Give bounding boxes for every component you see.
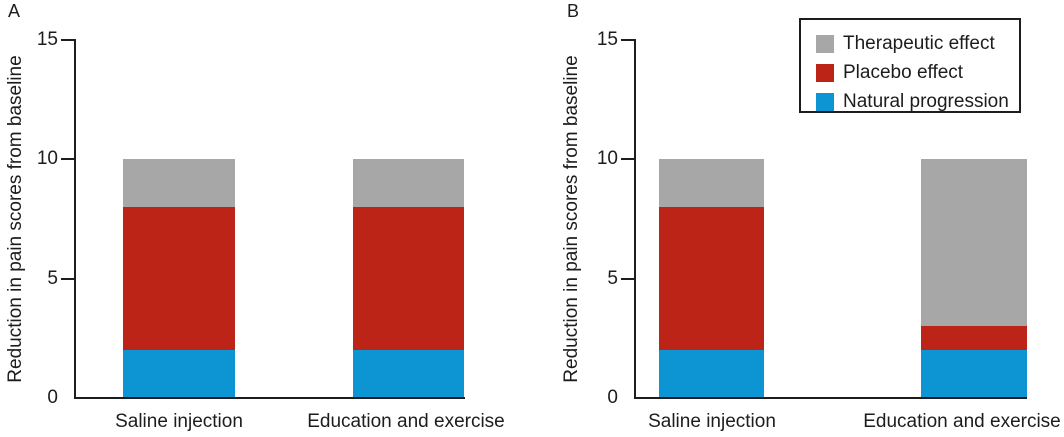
bar-segment-b-1-placebo-effect bbox=[921, 326, 1027, 351]
bar-segment-a-1-therapeutic-effect bbox=[353, 159, 464, 208]
bar-segment-a-1-natural-progression bbox=[353, 350, 464, 398]
y-tick-label-a-0: 0 bbox=[47, 387, 58, 408]
x-category-label-b-0: Saline injection bbox=[648, 411, 776, 432]
panel-label-a: A bbox=[8, 1, 21, 21]
bar-segment-b-0-natural-progression bbox=[659, 350, 764, 398]
legend-row-2: Natural progression bbox=[816, 87, 1019, 116]
legend-row-1: Placebo effect bbox=[816, 58, 1019, 87]
y-tick-b-10 bbox=[621, 158, 634, 161]
bar-segment-b-1-natural-progression bbox=[921, 350, 1027, 398]
bar-segment-a-1-placebo-effect bbox=[353, 207, 464, 351]
legend-swatch-natural-progression bbox=[816, 92, 834, 111]
y-axis-title-b: Reduction in pain scores from baseline bbox=[561, 55, 582, 383]
legend-label-1: Placebo effect bbox=[843, 61, 964, 83]
y-tick-label-a-15: 15 bbox=[36, 29, 58, 50]
bar-segment-a-0-placebo-effect bbox=[123, 207, 235, 351]
y-axis-line-b bbox=[634, 39, 636, 399]
legend: Therapeutic effect Placebo effect Natural … bbox=[799, 18, 1021, 113]
y-tick-label-b-0: 0 bbox=[607, 387, 618, 408]
y-tick-label-b-10: 10 bbox=[596, 148, 618, 170]
legend-label-0: Therapeutic effect bbox=[843, 32, 995, 54]
y-tick-label-a-5: 5 bbox=[47, 267, 58, 289]
y-axis-title-a: Reduction in pain scores from baseline bbox=[5, 55, 26, 383]
x-axis-line-a bbox=[74, 397, 465, 399]
y-axis-line-a bbox=[74, 39, 76, 399]
bar-segment-a-0-natural-progression bbox=[123, 350, 235, 398]
bar-segment-b-0-therapeutic-effect bbox=[659, 159, 764, 208]
legend-swatch-therapeutic-effect bbox=[816, 34, 834, 53]
legend-label-2: Natural progression bbox=[843, 90, 1009, 112]
y-tick-b-15 bbox=[621, 39, 634, 41]
y-tick-a-15 bbox=[61, 39, 74, 41]
x-category-label-a-1: Education and exercise bbox=[307, 411, 505, 432]
x-category-label-a-0: Saline injection bbox=[115, 411, 243, 432]
x-axis-line-b bbox=[634, 397, 1027, 399]
y-tick-a-5 bbox=[61, 277, 74, 280]
y-tick-label-a-10: 10 bbox=[36, 148, 58, 170]
y-tick-label-b-5: 5 bbox=[607, 267, 618, 289]
legend-row-0: Therapeutic effect bbox=[816, 29, 1019, 58]
y-tick-a-10 bbox=[61, 158, 74, 161]
panel-label-b: B bbox=[567, 1, 580, 21]
x-category-label-b-1: Education and exercise bbox=[863, 411, 1061, 432]
y-tick-b-5 bbox=[621, 277, 634, 280]
y-tick-label-b-15: 15 bbox=[596, 29, 618, 50]
legend-swatch-placebo-effect bbox=[816, 63, 834, 82]
bar-segment-a-0-therapeutic-effect bbox=[123, 159, 235, 208]
bar-segment-b-1-therapeutic-effect bbox=[921, 159, 1027, 327]
bar-segment-b-0-placebo-effect bbox=[659, 207, 764, 351]
